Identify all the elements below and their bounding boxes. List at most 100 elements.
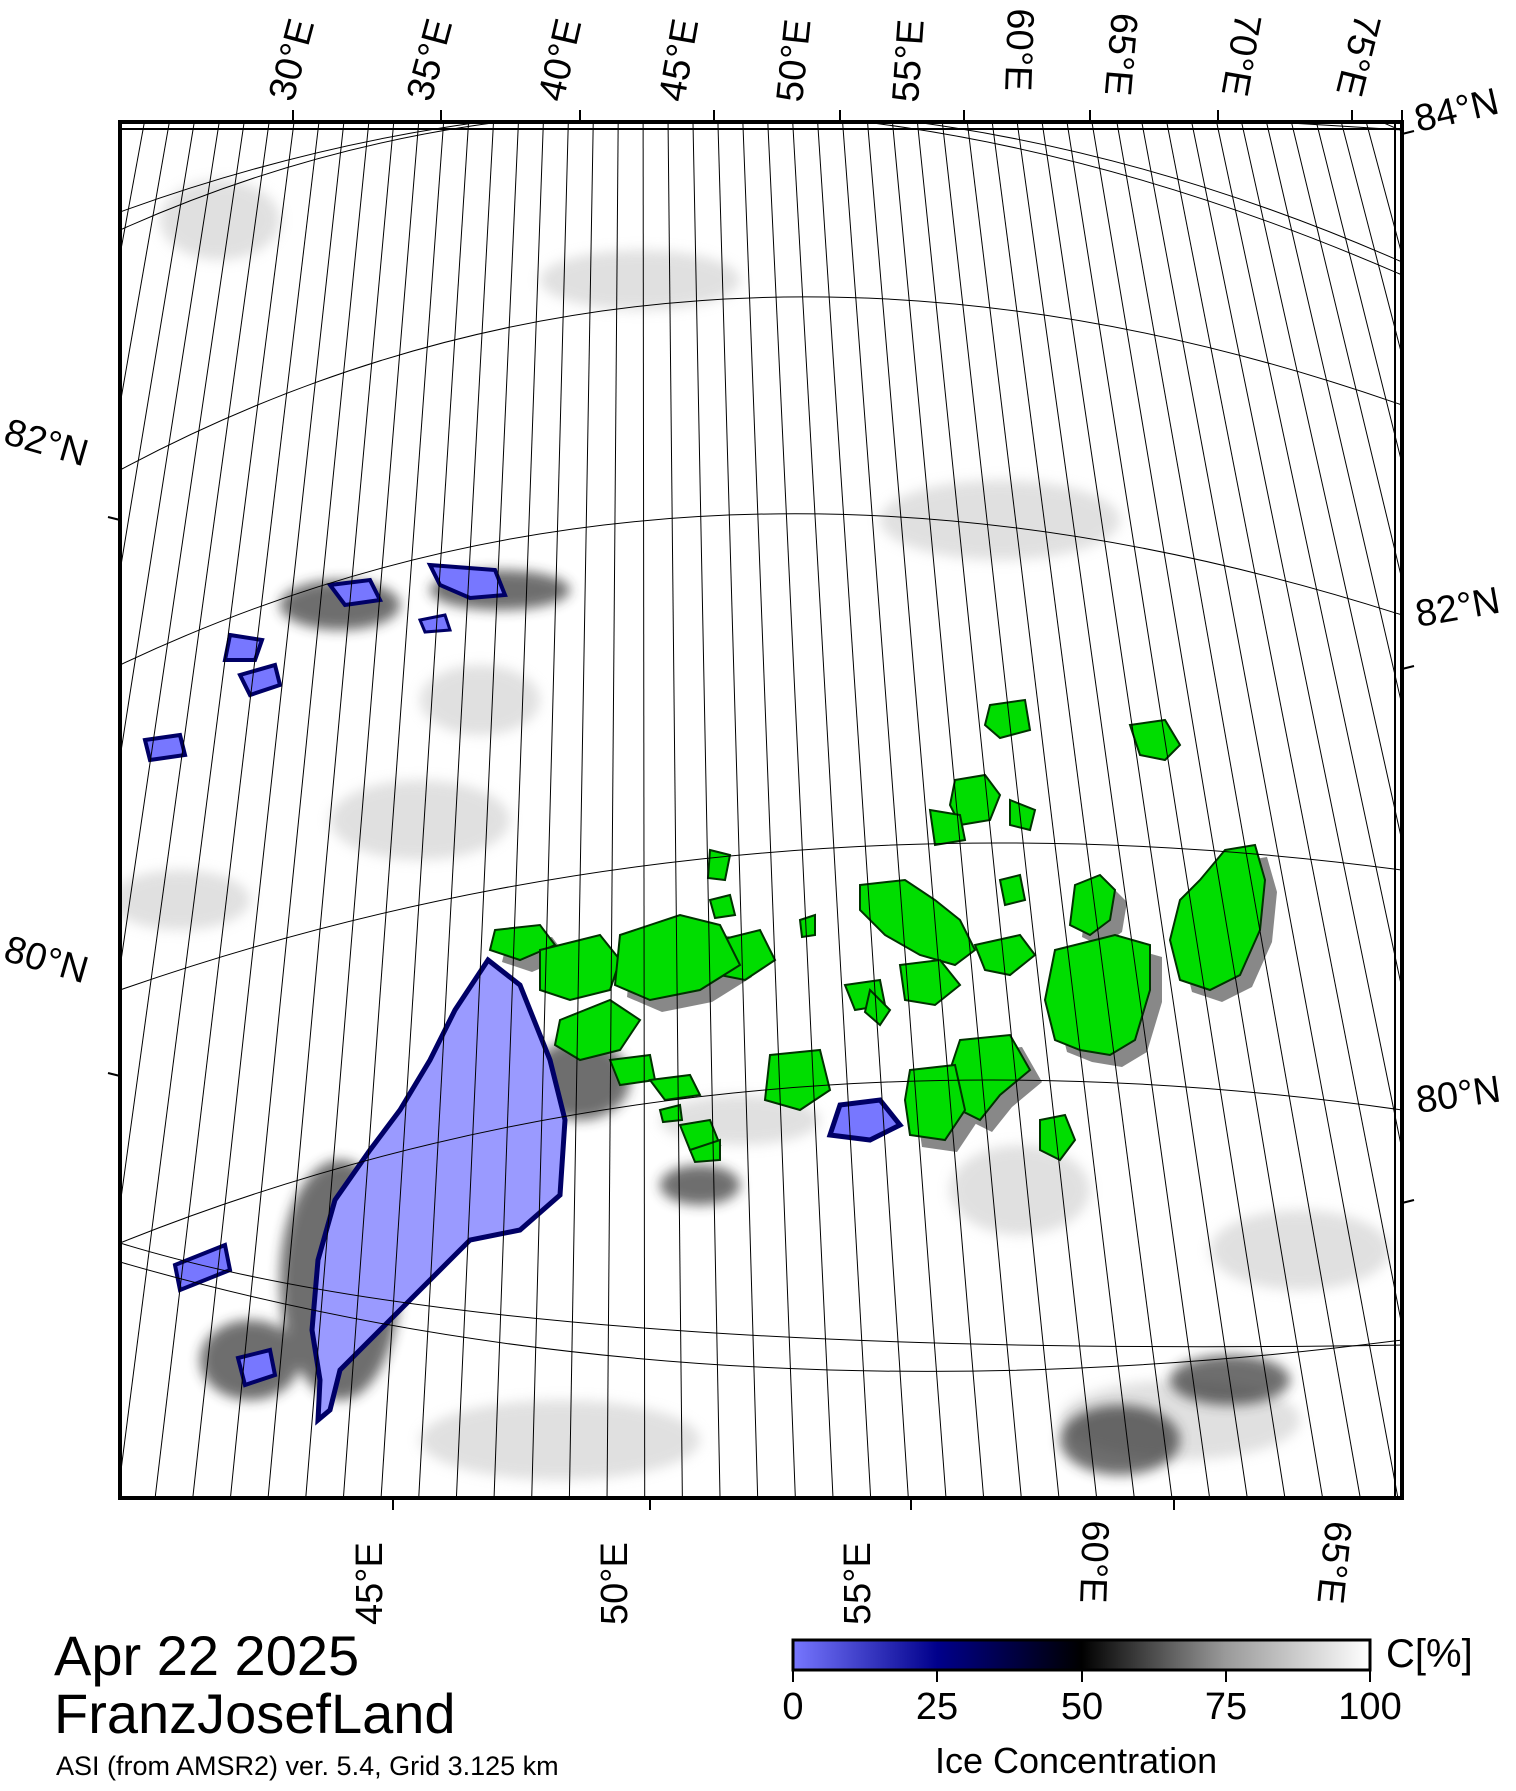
top-lon-label: 40°E xyxy=(531,15,591,105)
meridian-line xyxy=(1141,122,1399,1498)
land-masses xyxy=(488,698,1267,1164)
meridian-line xyxy=(667,122,683,1498)
graticule xyxy=(120,122,1402,1498)
left-lat-label: 80°N xyxy=(0,928,93,992)
meridian-line xyxy=(1166,122,1402,1329)
meridian-line xyxy=(966,122,1135,1498)
bottom-lon-label: 50°E xyxy=(594,1542,636,1625)
meridian-line xyxy=(867,122,985,1498)
meridian-line xyxy=(568,122,594,1498)
left-lat-labels: 82°N 80°N xyxy=(0,411,93,992)
meridian-line xyxy=(891,122,1022,1498)
low-ice-areas xyxy=(142,562,904,1426)
tick-mark xyxy=(107,516,121,521)
bottom-lon-label: 60°E xyxy=(1071,1520,1116,1604)
meridian-line xyxy=(192,122,345,1498)
colorbar-tick-label: 100 xyxy=(1338,1686,1402,1728)
tick-mark xyxy=(1401,130,1415,135)
right-lat-label: 80°N xyxy=(1413,1069,1503,1122)
meridian-line xyxy=(120,122,195,575)
bottom-lon-label: 45°E xyxy=(349,1542,391,1625)
meridian-line xyxy=(120,122,245,971)
meridian-line xyxy=(120,122,220,761)
meridian-line xyxy=(842,122,947,1498)
top-lon-labels: 30°E 35°E 40°E 45°E 50°E 55°E 60°E 65°E … xyxy=(261,8,1388,106)
meridian-line xyxy=(531,122,569,1498)
meridian-line xyxy=(1315,122,1402,466)
meridian-line xyxy=(767,122,834,1498)
colorbar-ramp xyxy=(791,1638,1372,1672)
colorbar-ticks xyxy=(792,1670,1371,1682)
tick-mark xyxy=(1401,665,1415,670)
bottom-lon-labels: 45°E 50°E 55°E 60°E 65°E xyxy=(349,1519,1359,1625)
meridian-line xyxy=(742,122,796,1498)
parallel-line xyxy=(120,122,1402,276)
top-lon-label: 50°E xyxy=(769,17,819,104)
colorbar-tick-label: 0 xyxy=(782,1686,804,1728)
meridian-line xyxy=(120,122,295,1482)
meridian-line xyxy=(418,122,495,1498)
meridian-line xyxy=(1116,122,1361,1498)
meridian-line xyxy=(817,122,909,1498)
meridian-line xyxy=(267,122,395,1498)
parallel-line xyxy=(120,296,1402,471)
meridian-line xyxy=(941,122,1098,1498)
meridian-line xyxy=(1216,122,1402,992)
top-lon-label: 75°E xyxy=(1327,10,1388,101)
map-date: Apr 22 2025 xyxy=(54,1624,360,1687)
parallel-line xyxy=(120,122,1402,263)
meridian-line xyxy=(1265,122,1402,708)
meridian-line xyxy=(455,122,519,1498)
meridian-line xyxy=(1290,122,1402,582)
meridian-line xyxy=(606,122,619,1498)
meridian-line xyxy=(154,122,320,1498)
top-lon-label: 45°E xyxy=(652,16,708,105)
colorbar-tick-label: 50 xyxy=(1060,1686,1104,1728)
bottom-lon-label: 55°E xyxy=(837,1542,879,1625)
meridian-line xyxy=(1340,122,1402,358)
tick-mark xyxy=(1401,1199,1415,1204)
meridian-line xyxy=(642,122,646,1498)
meridian-line xyxy=(120,122,170,408)
map-region-name: FranzJosefLand xyxy=(54,1682,456,1745)
colorbar-tick-label: 25 xyxy=(915,1686,959,1728)
frame-ticks xyxy=(107,110,1415,1510)
left-lat-label: 82°N xyxy=(0,411,93,475)
meridian-line xyxy=(717,122,759,1498)
parallel-line xyxy=(120,1079,1402,1244)
meridian-line xyxy=(1041,122,1248,1498)
meridian-line xyxy=(1016,122,1211,1498)
meridian-line xyxy=(1191,122,1402,1153)
meridian-line xyxy=(792,122,872,1498)
right-lat-label: 84°N xyxy=(1411,81,1503,141)
right-lat-label: 82°N xyxy=(1412,580,1503,636)
tick-mark xyxy=(107,1072,121,1077)
meridian-line xyxy=(229,122,370,1498)
top-lon-label: 70°E xyxy=(1213,10,1269,99)
bottom-lon-label: 65°E xyxy=(1308,1519,1358,1606)
top-lon-label: 30°E xyxy=(261,14,323,105)
top-lon-label: 60°E xyxy=(996,8,1041,92)
product-info: ASI (from AMSR2) ver. 5.4, Grid 3.125 km xyxy=(56,1751,559,1781)
parallel-line xyxy=(120,1242,1402,1348)
meridian-line xyxy=(916,122,1060,1498)
meridian-line xyxy=(342,122,445,1498)
top-lon-label: 65°E xyxy=(1096,11,1145,97)
parallel-line xyxy=(120,842,1402,991)
map-frame xyxy=(118,120,1404,1500)
meridian-line xyxy=(692,122,721,1498)
colorbar-tick-label: 75 xyxy=(1204,1686,1248,1728)
right-lat-labels: 84°N 82°N 80°N xyxy=(1411,81,1504,1122)
meridian-line xyxy=(493,122,544,1498)
meridian-line xyxy=(991,122,1173,1498)
meridian-line xyxy=(1091,122,1324,1498)
meridian-line xyxy=(1066,122,1286,1498)
meridian-line xyxy=(305,122,420,1498)
top-lon-label: 55°E xyxy=(885,18,933,104)
parallel-line xyxy=(120,1261,1402,1372)
parallel-line xyxy=(120,513,1402,666)
meridian-line xyxy=(120,122,270,1210)
meridian-line xyxy=(380,122,470,1498)
colorbar-label: Ice Concentration xyxy=(935,1740,1218,1781)
